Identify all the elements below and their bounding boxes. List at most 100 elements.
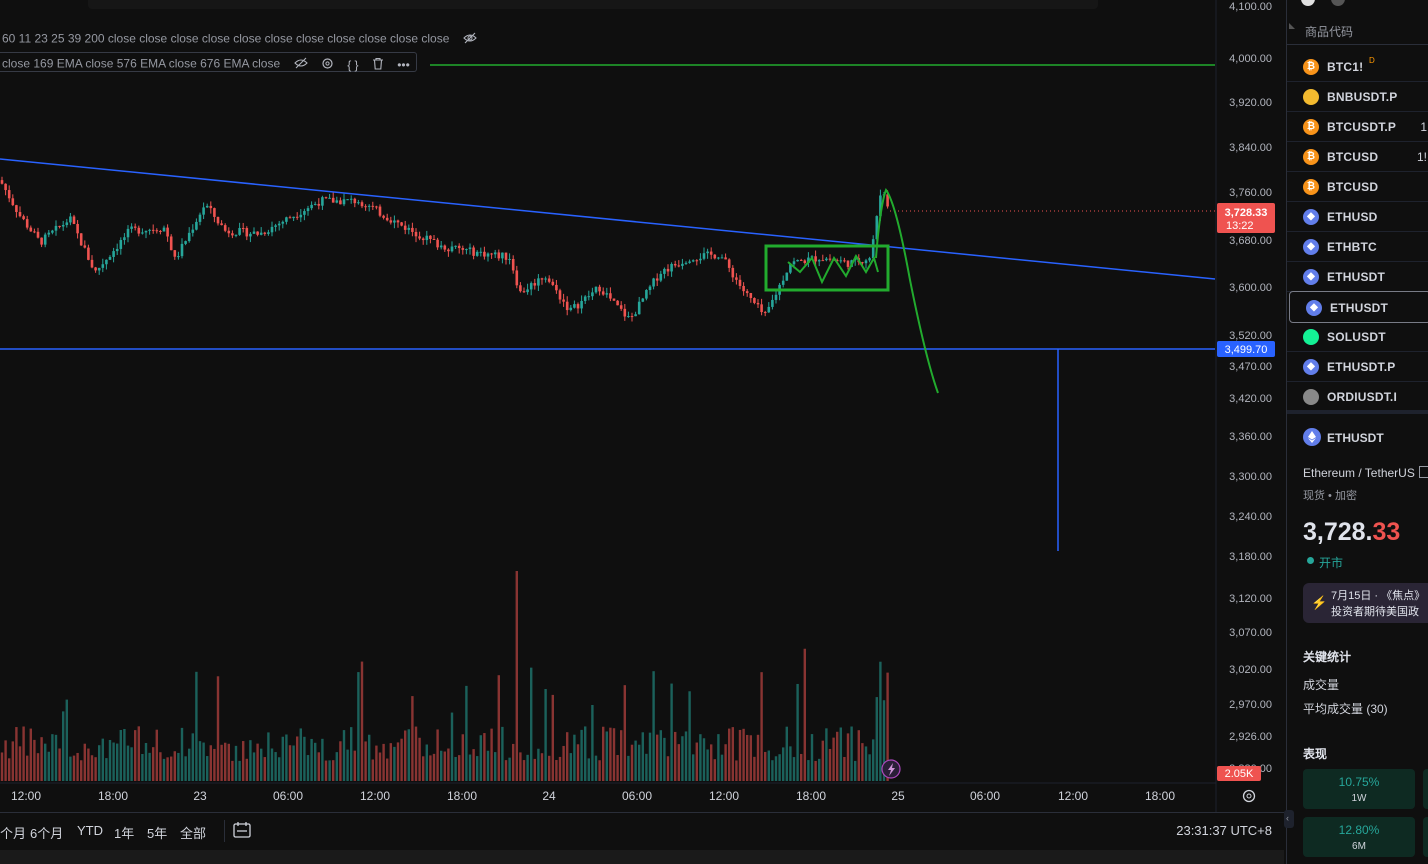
volume-bar xyxy=(875,697,878,781)
range-button-5y[interactable]: 5年 xyxy=(147,826,168,841)
support-level-badge[interactable] xyxy=(1217,341,1275,357)
candle-body xyxy=(155,230,159,232)
candle-body xyxy=(123,237,126,241)
candle-body xyxy=(781,280,785,285)
watchlist-item[interactable]: BNBUSDT.P xyxy=(1287,81,1428,112)
watchlist-item[interactable]: ORDIUSDT.I xyxy=(1287,381,1428,412)
candle-body xyxy=(339,200,342,205)
collapse-panel-button[interactable]: ‹ xyxy=(1284,810,1294,828)
candle-body xyxy=(879,195,882,217)
candle-body xyxy=(205,205,209,208)
candle-body xyxy=(342,199,346,205)
candle-body xyxy=(346,199,349,201)
eye-off-icon[interactable] xyxy=(462,31,477,48)
volume-bar xyxy=(623,685,626,781)
volume-bar xyxy=(40,737,43,781)
candle-body xyxy=(774,294,778,300)
candle-body xyxy=(313,203,317,205)
watchlist-item[interactable]: ₿ BTCUSDT.P 1 xyxy=(1287,111,1428,142)
candle-body xyxy=(511,258,515,271)
watchlist-item[interactable]: ◆ ETHUSDT xyxy=(1289,291,1428,323)
volume-bar xyxy=(465,685,468,781)
solana-icon xyxy=(1303,329,1319,345)
range-button-all[interactable]: 全部 xyxy=(180,826,207,841)
range-button-months[interactable]: 个月 xyxy=(0,826,27,841)
lightning-icon xyxy=(888,763,895,776)
perf-tile-1w[interactable]: 10.75% 1W xyxy=(1303,769,1415,809)
toolbar-circle-icon[interactable] xyxy=(1301,0,1315,6)
candle-body xyxy=(843,260,846,262)
volume-bar xyxy=(94,757,97,781)
price-chart[interactable]: 4,100.00 4,000.00 3,920.00 3,840.00 3,760.00… xyxy=(0,0,1284,812)
current-price-badge[interactable] xyxy=(1217,203,1275,233)
watchlist-item[interactable]: ◆ ETHUSD xyxy=(1287,201,1428,232)
volume-bar xyxy=(616,755,619,781)
volume-bar xyxy=(177,752,180,781)
news-card[interactable]: ⚡ 7月15日 · 《焦点》 投资者期待美国政 xyxy=(1303,583,1428,623)
volume-bar xyxy=(51,734,54,781)
volume-bar xyxy=(576,744,580,781)
candle-body xyxy=(573,304,576,308)
candle-body xyxy=(357,202,360,204)
detail-type: 现货 • 加密 xyxy=(1303,490,1357,502)
volume-bar xyxy=(882,700,886,781)
watchlist-item[interactable]: ◆ ETHBTC xyxy=(1287,231,1428,262)
key-stats-heading: 关键统计 xyxy=(1303,650,1352,664)
perf-tile-next[interactable] xyxy=(1423,769,1428,809)
calendar-range-icon[interactable] xyxy=(232,821,252,844)
candle-body xyxy=(504,252,508,260)
perf-tile-6m[interactable]: 12.80% 6M xyxy=(1303,817,1415,857)
external-link-icon[interactable] xyxy=(1419,466,1428,478)
candle-body xyxy=(540,278,544,280)
watchlist-item[interactable]: ₿ BTC1! D xyxy=(1287,51,1428,82)
candle-body xyxy=(479,251,483,253)
candle-body xyxy=(259,232,263,235)
volume-bar xyxy=(447,748,450,781)
zigzag-drawing[interactable] xyxy=(787,253,879,285)
indicator-legend-ema[interactable]: close 169 EMA close 576 EMA close 676 EM… xyxy=(0,52,417,72)
volume-bar xyxy=(173,751,176,781)
delayed-badge: D xyxy=(1369,56,1375,65)
watchlist-item[interactable]: ◆ ETHUSDT.P xyxy=(1287,351,1428,382)
settings-icon[interactable] xyxy=(1242,789,1256,803)
candle-body xyxy=(69,216,72,223)
volume-bar xyxy=(825,728,828,781)
range-button-1y[interactable]: 1年 xyxy=(114,826,135,841)
settings-icon[interactable] xyxy=(321,57,334,73)
volume-bar xyxy=(645,753,648,781)
descending-trendline[interactable] xyxy=(0,158,1216,280)
candle-body xyxy=(234,234,238,236)
volume-label: 成交量 xyxy=(1303,678,1340,692)
trash-icon[interactable] xyxy=(372,57,384,73)
forecast-curve[interactable] xyxy=(875,187,939,394)
volume-badge[interactable] xyxy=(1217,766,1261,781)
consolidation-box[interactable] xyxy=(764,244,890,292)
volume-bar xyxy=(479,735,482,781)
indicator-legend-ma[interactable]: 60 11 23 25 39 200 close close close clo… xyxy=(2,31,477,48)
candle-body xyxy=(684,262,688,264)
candle-body xyxy=(144,230,148,233)
watchlist-item[interactable]: SOLUSDT xyxy=(1287,321,1428,352)
perf-tile-next[interactable] xyxy=(1423,817,1428,857)
chart-area[interactable]: 4,100.00 4,000.00 3,920.00 3,840.00 3,760.00… xyxy=(0,0,1284,812)
perf-1w-value: 10.75% xyxy=(1338,775,1380,789)
watchlist-item[interactable]: ◆ ETHUSDT xyxy=(1287,261,1428,292)
volume-bar xyxy=(598,760,601,781)
toolbar-circle-icon[interactable] xyxy=(1331,0,1345,6)
corner-resize-icon[interactable] xyxy=(1289,23,1295,29)
eye-off-icon[interactable] xyxy=(293,56,308,73)
candle-body xyxy=(403,225,407,230)
clock-readout[interactable]: 23:31:37 UTC+8 xyxy=(1176,823,1272,838)
source-code-icon[interactable]: { } xyxy=(347,57,359,72)
more-options-icon[interactable]: ••• xyxy=(397,57,410,72)
candle-body xyxy=(328,197,331,199)
range-button-6m[interactable]: 6个月 xyxy=(30,826,64,841)
volume-bar xyxy=(321,738,324,781)
candle-body xyxy=(411,227,414,232)
candle-body xyxy=(209,205,213,209)
detail-price: 3,728.33 xyxy=(1303,518,1400,547)
watchlist-item[interactable]: ₿ BTCUSD xyxy=(1287,171,1428,202)
candle-body xyxy=(738,279,742,286)
range-button-ytd[interactable]: YTD xyxy=(77,823,103,838)
watchlist-item[interactable]: ₿ BTCUSD 1! xyxy=(1287,141,1428,172)
